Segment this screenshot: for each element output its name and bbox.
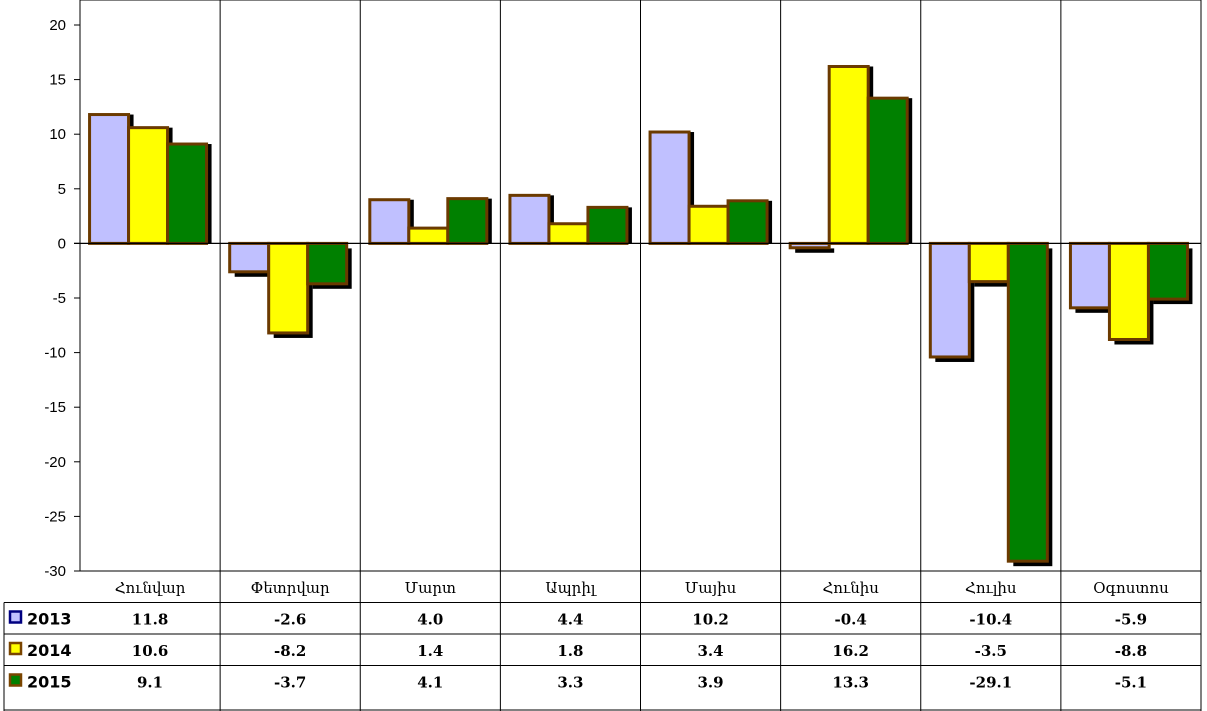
table-cell: 3.9 [698, 674, 724, 692]
legend-marker-2015 [8, 673, 23, 687]
table-cell: 4.0 [417, 611, 443, 629]
category-label: Հուլիս [965, 579, 1017, 597]
bar-2015 [446, 197, 489, 245]
legend-label: 2015 [27, 673, 72, 692]
table-cell: 13.3 [832, 674, 869, 692]
bar-2015 [866, 96, 909, 245]
y-tick-label: 15 [49, 72, 66, 89]
y-tick-label: -20 [44, 454, 66, 471]
table-cell: 1.8 [557, 642, 583, 660]
table-cell: -8.2 [274, 642, 306, 660]
bar-2013 [508, 193, 551, 245]
y-tick-label: -30 [44, 563, 66, 580]
table-cell: -0.4 [835, 611, 867, 629]
bar-2013 [648, 130, 691, 245]
axis-layer: 20 15 10 5 0 -5 -10 -15 -20 -25 -30 [44, 17, 1201, 580]
table-cell: 1.4 [417, 642, 443, 660]
table-cell: -5.1 [1115, 674, 1147, 692]
bar-2013 [228, 241, 271, 274]
category-label: Օգոստոս [1093, 579, 1169, 597]
table-cell: 16.2 [832, 642, 869, 660]
category-label: Հունվար [115, 579, 186, 597]
table-cell: 10.2 [692, 611, 729, 629]
bar-2015 [166, 142, 209, 245]
category-label: Փետրվար [251, 579, 330, 597]
bar-2014 [127, 126, 170, 245]
bar-2014 [827, 64, 870, 245]
bar-2015 [586, 205, 629, 245]
bar-2014 [1107, 241, 1150, 341]
y-tick-label: 0 [58, 235, 66, 252]
category-label: Հունիս [822, 579, 879, 597]
table-cell: -29.1 [969, 674, 1012, 692]
bar-2013 [368, 198, 411, 245]
y-tick-label: 10 [49, 126, 66, 143]
legend-label: 2013 [27, 610, 72, 629]
table-cell: 3.4 [698, 642, 724, 660]
category-label: Ապրիլ [545, 579, 596, 597]
bar-2014 [267, 241, 310, 335]
y-tick-label: -5 [53, 290, 66, 307]
data-table: Հունվար Փետրվար Մարտ Ապրիլ Մայիս Հունիս Հուլիս… [3, 0, 1202, 711]
bar-layer [88, 64, 1189, 563]
bar-2014 [967, 241, 1010, 284]
y-tick-label: -25 [44, 508, 66, 525]
bar-2013 [788, 241, 831, 250]
table-cell: 11.8 [132, 611, 169, 629]
table-cell: 9.1 [137, 674, 163, 692]
table-cell: 4.1 [417, 674, 443, 692]
y-tick-label: 20 [49, 17, 66, 34]
y-tick-label: -10 [44, 345, 66, 362]
table-cell: -3.5 [975, 642, 1007, 660]
bar-2013 [928, 241, 971, 359]
category-label: Մայիս [685, 579, 737, 597]
y-tick-label: -15 [44, 399, 66, 416]
legend-marker-2013 [8, 610, 23, 624]
bar-2015 [726, 199, 769, 245]
table-cell: -10.4 [969, 611, 1012, 629]
bar-shadow [795, 248, 835, 253]
bar-2013 [88, 113, 131, 245]
bar-2014 [547, 222, 590, 245]
legend-label: 2014 [27, 641, 72, 660]
bar-2013 [1068, 241, 1111, 310]
bar-2015 [1146, 241, 1189, 301]
bar-2015 [1006, 241, 1049, 563]
table-cell: -2.6 [274, 611, 306, 629]
bar-2014 [687, 204, 730, 245]
table-cell: 10.6 [132, 642, 169, 660]
table-cell: 4.4 [557, 611, 583, 629]
bar-2014 [407, 226, 450, 245]
bar-2015 [306, 241, 349, 286]
legend-marker-2014 [8, 641, 23, 656]
table-cell: -3.7 [274, 674, 306, 692]
y-tick-label: 5 [58, 181, 66, 198]
table-cell: -8.8 [1115, 642, 1147, 660]
table-cell: -5.9 [1115, 611, 1147, 629]
category-label: Մարտ [405, 579, 456, 597]
table-cell: 3.3 [557, 674, 583, 692]
